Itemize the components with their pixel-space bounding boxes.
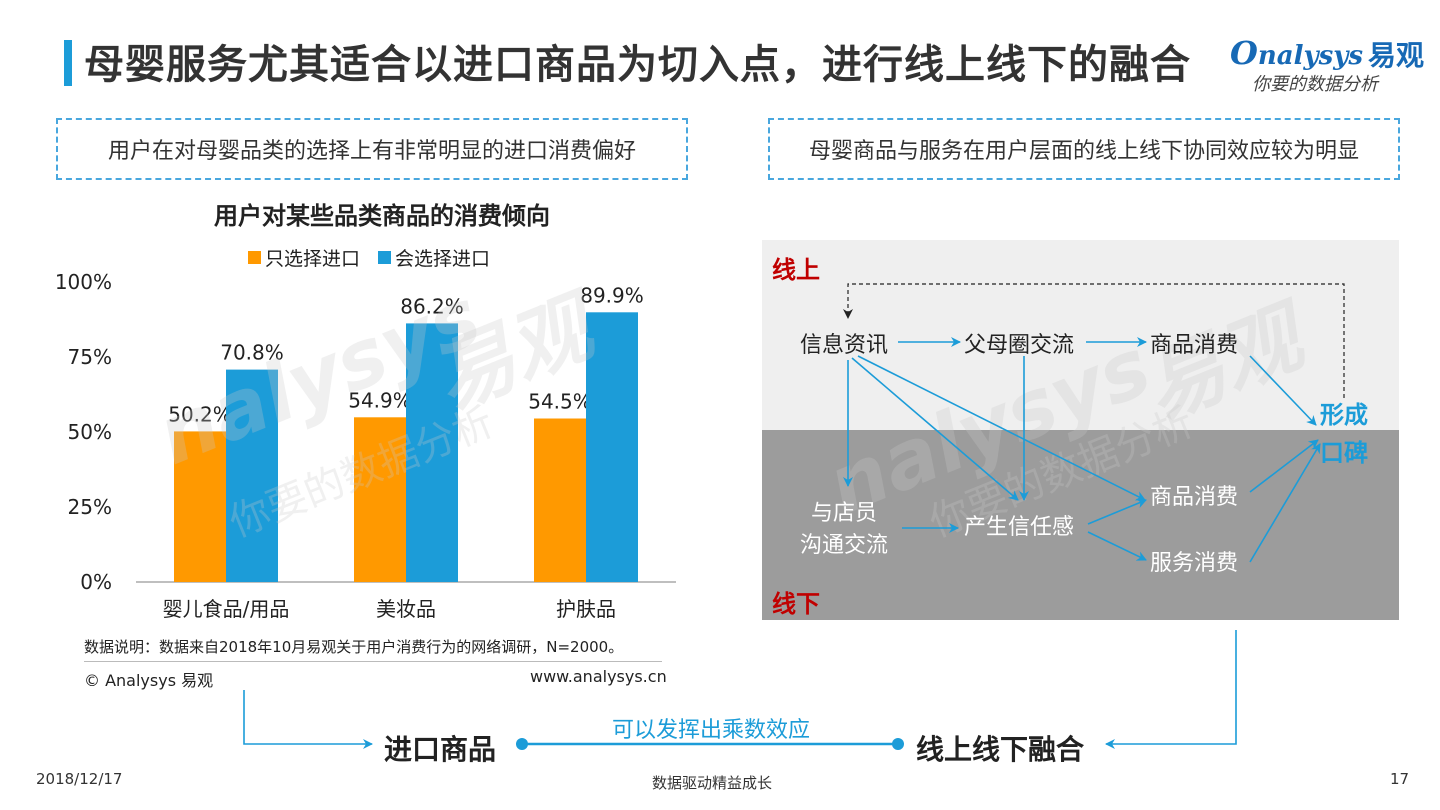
y-tick-label: 0% <box>80 570 112 594</box>
multiplier-dot-left <box>516 738 528 750</box>
data-label: 54.9% <box>348 388 412 412</box>
multiplier-label: 可以发挥出乘数效应 <box>612 718 811 743</box>
imported-goods-label: 进口商品 <box>384 733 497 766</box>
bar-import-only <box>174 431 226 582</box>
x-tick-label: 护肤品 <box>556 597 616 621</box>
data-label: 89.9% <box>580 283 644 307</box>
footer-slogan: 数据驱动精益成长 <box>652 774 773 792</box>
arrow-info-to-trust <box>851 357 1019 501</box>
arrow-goods-to-wom <box>1249 355 1317 426</box>
logo-en-text: nalysys <box>1257 41 1363 71</box>
website-link[interactable]: www.analysys.cn <box>530 667 667 686</box>
note-divider <box>84 661 662 662</box>
node-goods-offline: 商品消费 <box>1150 485 1239 510</box>
chart-legend: 只选择进口 会选择进口 <box>248 244 490 271</box>
offline-zone <box>762 430 1399 620</box>
arrow-goods-offline-to-wom <box>1249 439 1319 493</box>
right-summary-text: 母婴商品与服务在用户层面的线上线下协同效应较为明显 <box>808 139 1359 164</box>
online-zone <box>762 240 1399 430</box>
data-label: 54.5% <box>528 390 592 414</box>
data-label: 86.2% <box>400 294 464 318</box>
bar-import-only <box>354 417 406 582</box>
x-tick-label: 美妆品 <box>376 597 436 621</box>
node-goods-online: 商品消费 <box>1150 333 1239 358</box>
legend-label-import-only: 只选择进口 <box>265 248 361 270</box>
copyright: © Analysys 易观 <box>84 671 214 690</box>
bar-would-import <box>586 312 638 582</box>
page-title: 母婴服务尤其适合以进口商品为切入点，进行线上线下的融合 <box>84 42 1191 88</box>
right-summary-box: 母婴商品与服务在用户层面的线上线下协同效应较为明显 <box>768 118 1400 180</box>
offline-label: 线下 <box>772 590 820 618</box>
y-tick-label: 75% <box>68 345 112 369</box>
y-tick-label: 100% <box>55 270 112 294</box>
node-word-of-mouth: 形成 口碑 <box>1320 396 1368 472</box>
legend-swatch-import-only <box>248 251 261 264</box>
node-trust: 产生信任感 <box>964 515 1075 540</box>
arrow-feedback-dashed <box>843 283 1345 398</box>
arrow-bottom-right <box>1105 630 1237 749</box>
node-parent-circle: 父母圈交流 <box>964 333 1075 358</box>
title-accent-bar <box>64 40 72 86</box>
node-info: 信息资讯 <box>800 333 889 358</box>
logo-o-icon: Ο <box>1230 34 1258 72</box>
data-note: 数据说明：数据来自2018年10月易观关于用户消费行为的网络调研，N=2000。 <box>84 638 624 656</box>
left-summary-box: 用户在对母婴品类的选择上有非常明显的进口消费偏好 <box>56 118 688 180</box>
chart-title: 用户对某些品类商品的消费倾向 <box>214 202 550 230</box>
data-label: 70.8% <box>220 341 284 365</box>
logo-slogan: 你要的数据分析 <box>1252 74 1378 95</box>
node-staff-line1: 与店员 <box>811 501 878 526</box>
multiplier-dot-right <box>892 738 904 750</box>
arrow-trust-to-service <box>1087 531 1147 561</box>
footer-page-number: 17 <box>1390 770 1410 788</box>
bar-import-only <box>534 418 586 582</box>
bar-chart: 0% 25% 50% 75% 100% 50.2% 70.8% 婴儿食品/用品 54.9% 86.… <box>55 270 676 621</box>
y-tick-label: 50% <box>68 420 112 444</box>
online-label: 线上 <box>772 256 820 284</box>
data-label: 50.2% <box>168 402 232 426</box>
left-summary-text: 用户在对母婴品类的选择上有非常明显的进口消费偏好 <box>107 139 636 164</box>
arrow-info-to-goods-offline <box>857 355 1146 501</box>
node-wom-line1: 形成 <box>1320 401 1368 429</box>
legend-label-would-import: 会选择进口 <box>395 248 491 270</box>
logo-wordmark: Οnalysys <box>1230 34 1363 72</box>
y-tick-label: 25% <box>68 495 112 519</box>
arrow-trust-to-goods-offline <box>1087 498 1147 525</box>
logo-cn-text: 易观 <box>1368 39 1425 72</box>
node-wom-line2: 口碑 <box>1320 439 1368 467</box>
node-staff-line2: 沟通交流 <box>800 533 889 558</box>
x-tick-label: 婴儿食品/用品 <box>163 597 290 621</box>
node-service: 服务消费 <box>1150 551 1239 576</box>
bar-would-import <box>226 369 278 582</box>
node-staff: 与店员 沟通交流 <box>800 498 888 562</box>
arrow-service-to-wom <box>1249 443 1321 563</box>
legend-swatch-would-import <box>378 251 392 264</box>
bar-would-import <box>406 323 458 582</box>
footer-date: 2018/12/17 <box>36 770 123 788</box>
fusion-label: 线上线下融合 <box>916 733 1085 766</box>
arrow-bottom-left <box>243 690 373 749</box>
